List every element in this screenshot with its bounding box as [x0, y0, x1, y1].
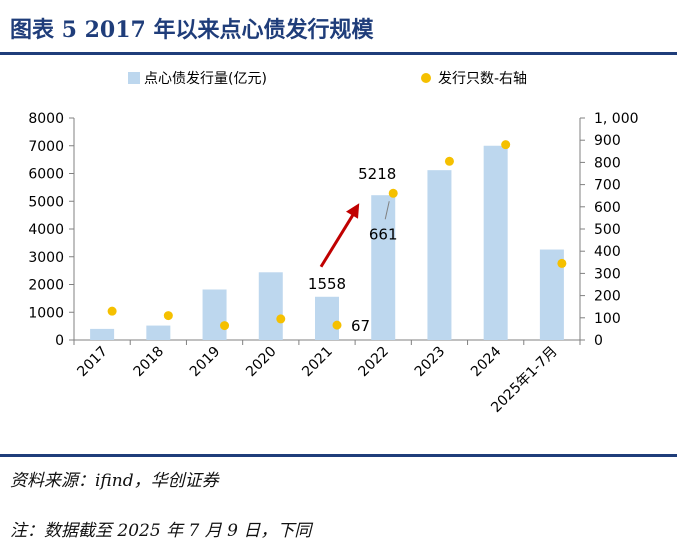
left-tick-label: 5000: [28, 194, 64, 210]
x-tick-label: 2024: [468, 343, 505, 380]
dot-series: [107, 140, 567, 331]
right-tick-label: 700: [594, 178, 621, 194]
bar: [258, 272, 283, 340]
dot: [444, 156, 454, 166]
x-tick-label: 2017: [74, 344, 111, 381]
figure-title: 图表 5 2017 年以来点心债发行规模: [10, 17, 374, 43]
legend-swatch-count: [421, 73, 431, 83]
data-label-2022-volume: 5218: [358, 165, 396, 183]
title-rule: [0, 52, 677, 55]
right-tick-label: 0: [594, 333, 603, 349]
right-tick-label: 500: [594, 222, 621, 238]
right-tick-label: 300: [594, 266, 621, 282]
growth-arrow-head: [346, 203, 360, 219]
data-label-2021-count: 67: [351, 317, 370, 335]
data-label-2021-volume: 1558: [308, 275, 346, 293]
x-tick-label: 2023: [412, 344, 449, 381]
left-tick-label: 7000: [28, 139, 64, 155]
source-note: 资料来源：ifind，华创证券: [10, 471, 219, 491]
annotations: 1558 67 5218 661: [308, 165, 398, 335]
left-tick-label: 6000: [28, 167, 64, 183]
dot: [557, 258, 567, 268]
dot: [107, 306, 117, 316]
data-label-2022-count: 661: [369, 225, 398, 243]
bar: [371, 195, 396, 340]
right-tick-label: 1, 000: [594, 111, 639, 127]
x-tick-label: 2018: [131, 344, 168, 381]
growth-arrow-shaft: [319, 210, 357, 268]
dot: [388, 188, 398, 198]
chart-legend: 点心债发行量(亿元) 发行只数-右轴: [128, 71, 527, 87]
dot: [276, 314, 286, 324]
left-tick-label: 4000: [28, 222, 64, 238]
dot: [163, 311, 173, 321]
x-tick-label: 2020: [243, 344, 280, 381]
bar: [483, 145, 508, 340]
right-tick-label: 100: [594, 311, 621, 327]
bar: [146, 325, 171, 340]
dot: [220, 321, 230, 331]
dot: [332, 320, 342, 330]
data-cutoff-note: 注：数据截至 2025 年 7 月 9 日，下同: [10, 521, 312, 541]
bar: [427, 170, 452, 340]
leader-line-2022-count: [384, 201, 390, 220]
left-tick-label: 3000: [28, 250, 64, 266]
left-tick-label: 1000: [28, 305, 64, 321]
legend-swatch-volume: [128, 72, 140, 84]
x-tick-label: 2022: [356, 344, 393, 381]
x-tick-label: 2019: [187, 344, 224, 381]
right-tick-label: 800: [594, 155, 621, 171]
legend-label-volume: 点心债发行量(亿元): [144, 71, 267, 87]
bar: [315, 296, 339, 340]
right-tick-label: 200: [594, 289, 621, 305]
left-tick-label: 8000: [28, 111, 64, 127]
legend-label-count: 发行只数-右轴: [438, 71, 527, 87]
bar-series: [90, 145, 564, 340]
footer-rule: [0, 454, 677, 457]
bond-issuance-chart: 点心债发行量(亿元) 发行只数-右轴 010002000300040005000…: [28, 71, 639, 416]
x-tick-label: 2021: [299, 344, 336, 381]
dot: [501, 140, 511, 150]
bar: [90, 328, 115, 340]
left-tick-label: 2000: [28, 278, 64, 294]
bar: [202, 289, 227, 340]
right-tick-label: 400: [594, 244, 621, 260]
right-tick-label: 900: [594, 133, 621, 149]
left-tick-label: 0: [55, 333, 64, 349]
right-tick-label: 600: [594, 200, 621, 216]
